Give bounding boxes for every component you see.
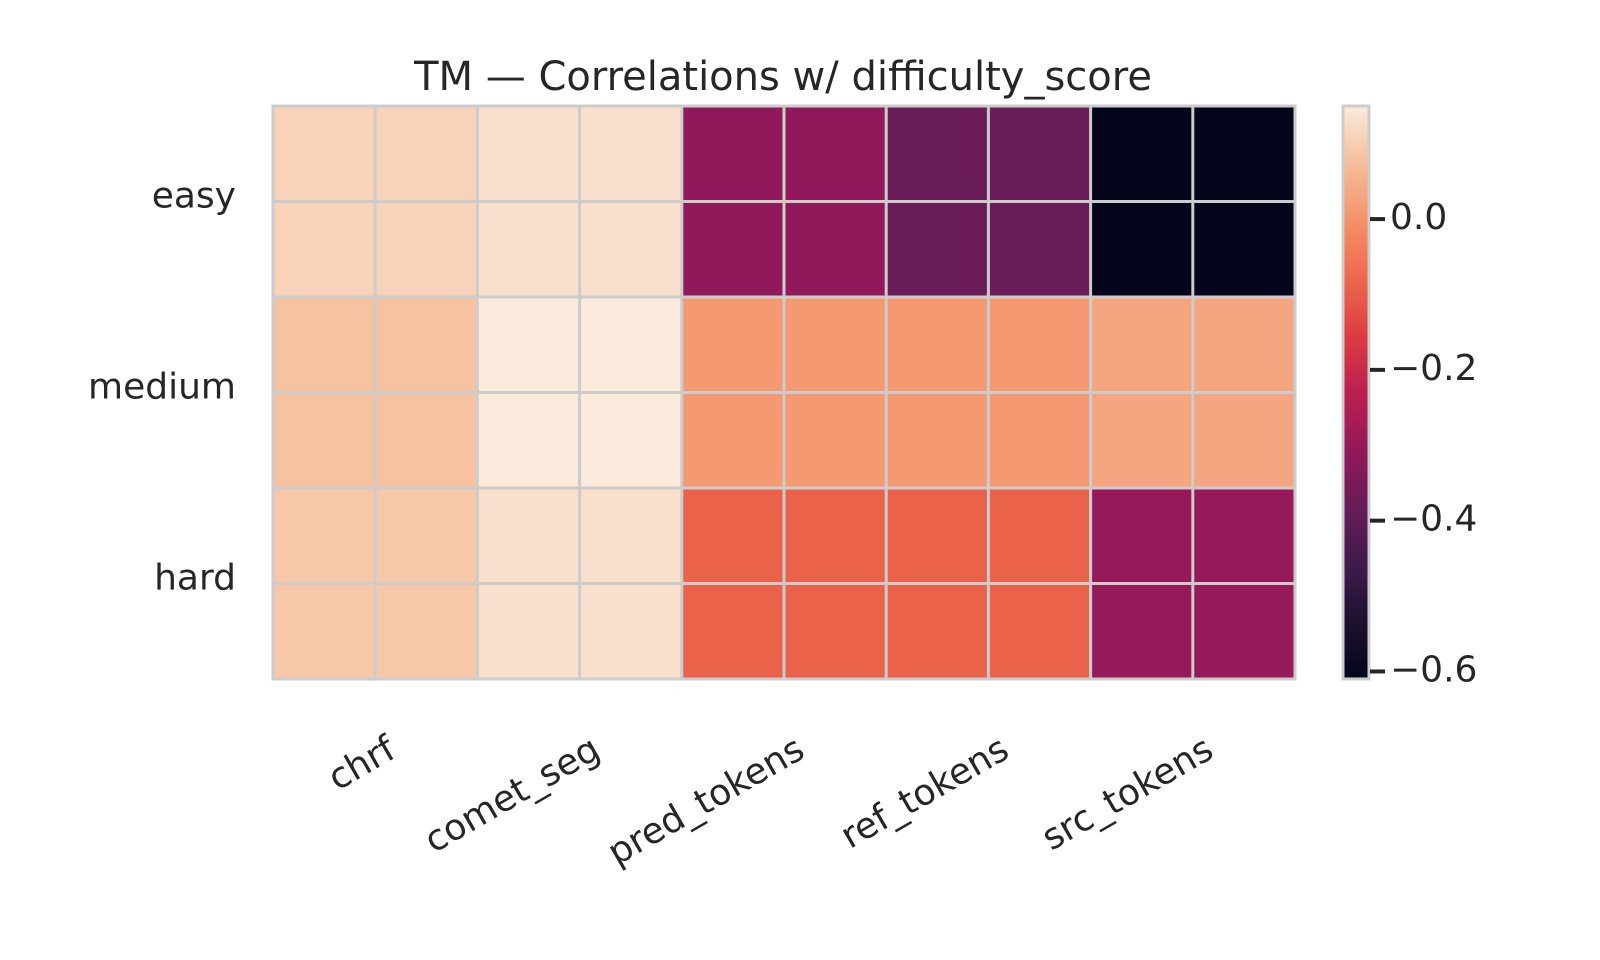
x-tick-label: src_tokens <box>1035 728 1220 858</box>
y-tick-label: medium <box>88 367 236 408</box>
colorbar-ticks: 0.0 −0.2 −0.4 −0.6 <box>1370 197 1477 690</box>
y-tick-label: easy <box>152 176 236 217</box>
colorbar <box>1341 104 1371 681</box>
colorbar-tick-label: 0.0 <box>1390 197 1447 238</box>
heatmap-grid <box>273 106 1295 679</box>
x-tick-label: pred_tokens <box>601 728 811 873</box>
colorbar-tick-label: −0.4 <box>1390 499 1477 540</box>
y-tick-labels: easy medium hard <box>88 176 236 599</box>
colorbar-tick-label: −0.2 <box>1390 348 1477 389</box>
plot-frame <box>271 104 1297 681</box>
x-tick-label: chrf <box>321 728 403 799</box>
x-tick-label: comet_seg <box>418 728 607 861</box>
colorbar-tick-label: −0.6 <box>1390 649 1477 690</box>
chart-title: TM — Correlations w/ difficulty_score <box>413 54 1152 100</box>
x-tick-label: ref_tokens <box>834 728 1016 857</box>
y-tick-label: hard <box>154 558 236 599</box>
